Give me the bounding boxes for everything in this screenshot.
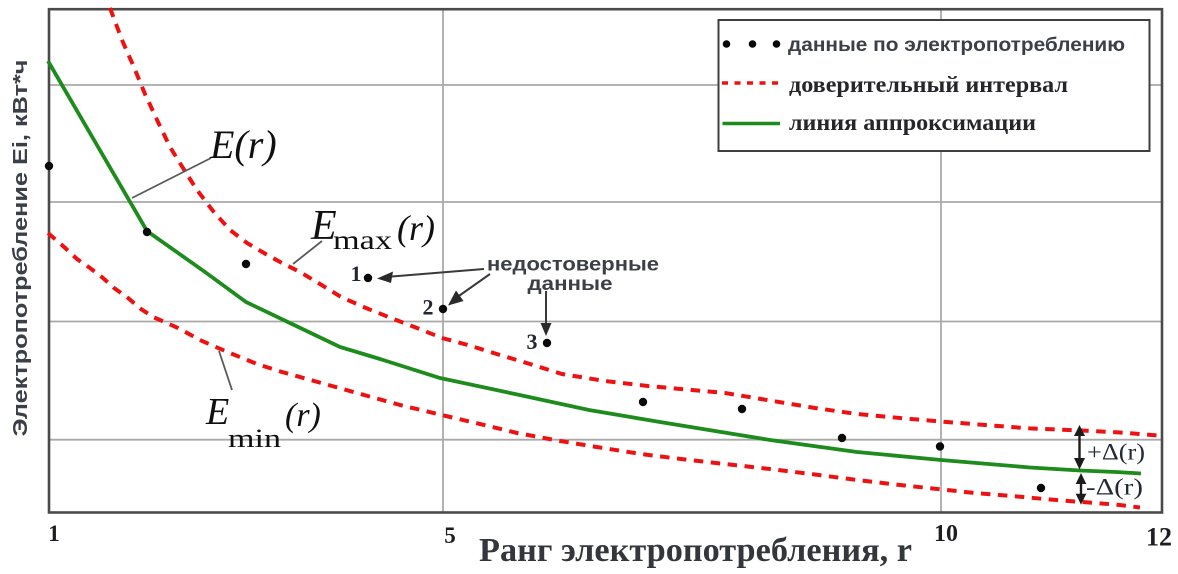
svg-text:min: min — [228, 424, 281, 453]
svg-text:5: 5 — [444, 523, 456, 548]
svg-text:E(r): E(r) — [209, 122, 277, 167]
svg-text:данные: данные — [528, 274, 613, 295]
svg-text:(r): (r) — [397, 208, 435, 248]
svg-text:+Δ(r): +Δ(r) — [1087, 440, 1145, 466]
svg-text:2: 2 — [423, 295, 434, 320]
svg-text:E: E — [205, 391, 229, 433]
svg-text:max: max — [333, 225, 393, 255]
svg-text:(r): (r) — [285, 397, 321, 434]
svg-text:1: 1 — [48, 521, 60, 546]
svg-text:данные по электропотреблению: данные по электропотреблению — [788, 35, 1125, 56]
svg-text:12: 12 — [1146, 523, 1172, 552]
svg-text:доверительный интервал: доверительный интервал — [789, 72, 1068, 97]
svg-text:10: 10 — [934, 521, 958, 547]
svg-text:Ранг электропотребления, r: Ранг электропотребления, r — [479, 532, 912, 569]
svg-text:1: 1 — [351, 261, 362, 286]
svg-text:недостоверные: недостоверные — [487, 255, 659, 276]
svg-text:-Δ(r): -Δ(r) — [1086, 475, 1143, 501]
svg-text:E: E — [310, 203, 337, 249]
svg-text:линия аппроксимации: линия аппроксимации — [789, 110, 1036, 135]
svg-text:Электропотребление Ei, кВт*ч: Электропотребление Ei, кВт*ч — [10, 60, 32, 437]
svg-text:3: 3 — [527, 329, 538, 354]
